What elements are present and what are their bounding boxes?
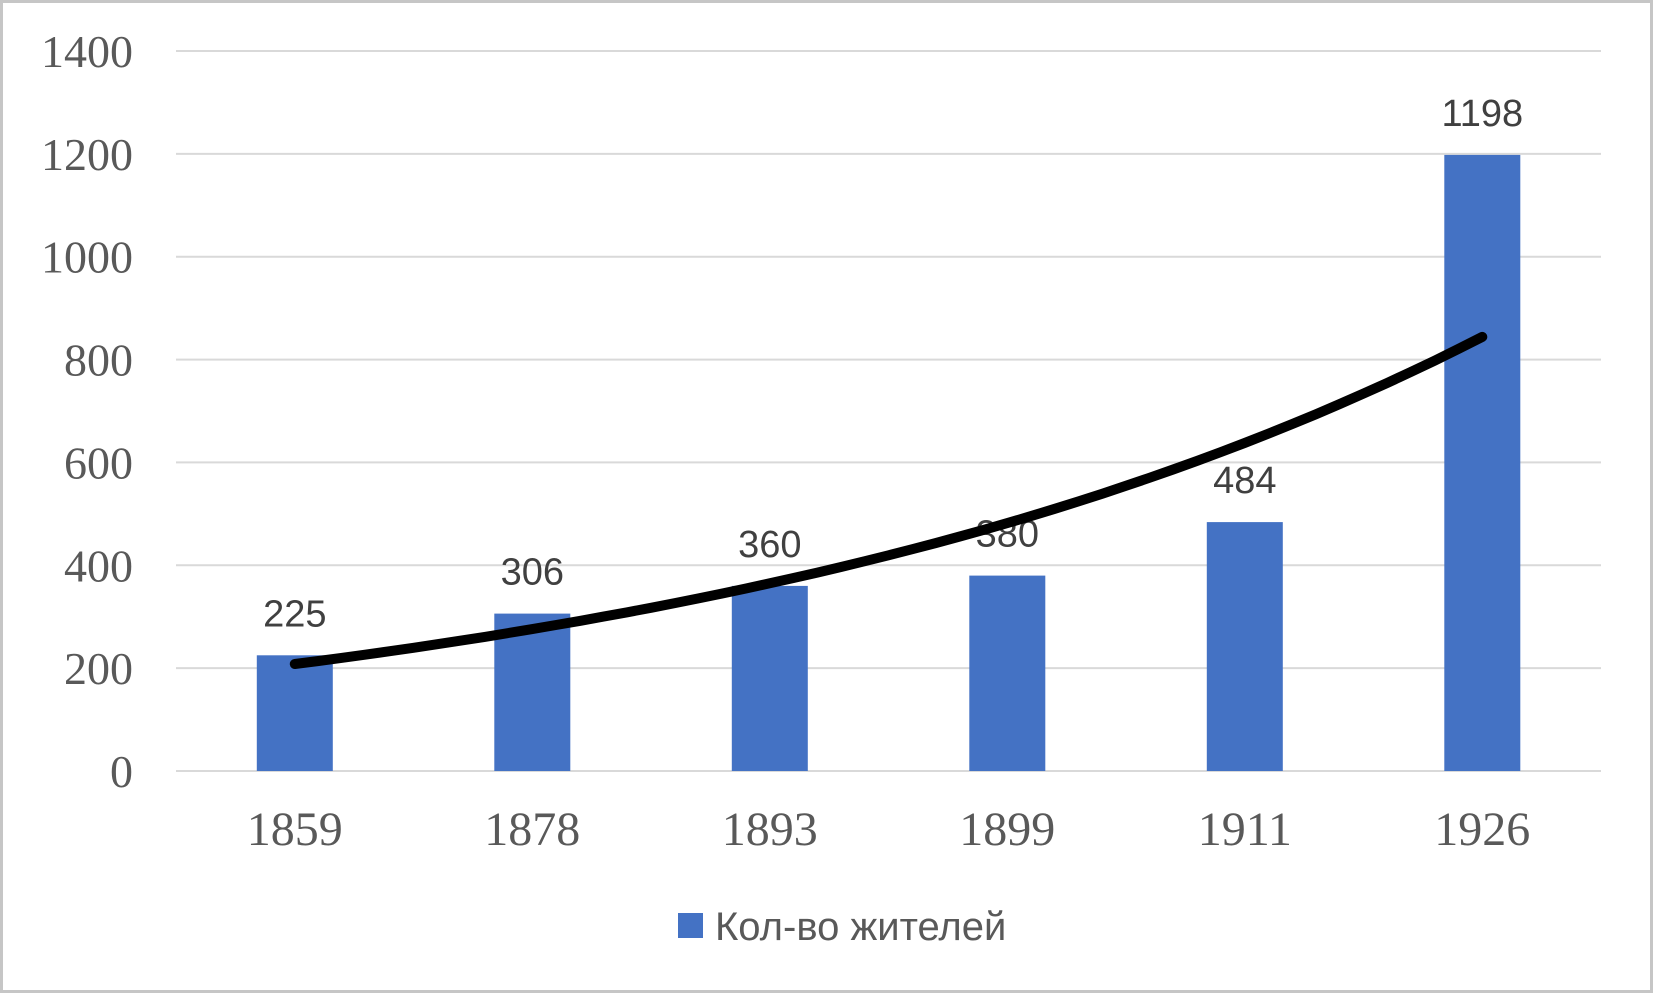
bar-1911 bbox=[1206, 522, 1283, 771]
bar-1926 bbox=[1444, 154, 1521, 771]
x-axis-category-label: 1926 bbox=[1434, 803, 1530, 856]
bar-1878 bbox=[494, 613, 571, 771]
trendline-curve bbox=[289, 331, 1488, 669]
bar-1899 bbox=[969, 575, 1046, 771]
x-axis-category-label: 1911 bbox=[1198, 803, 1292, 856]
y-axis-tick-label: 800 bbox=[64, 335, 133, 386]
x-axis-category-label: 1878 bbox=[484, 803, 580, 856]
y-axis-tick-label: 600 bbox=[64, 437, 133, 488]
legend-swatch bbox=[678, 913, 703, 938]
y-axis-tick-label: 400 bbox=[64, 540, 133, 591]
x-axis-category-label: 1893 bbox=[722, 803, 818, 856]
y-axis-tick-label: 0 bbox=[110, 746, 133, 797]
bar-value-label: 360 bbox=[738, 524, 801, 566]
bar-1859 bbox=[256, 655, 333, 771]
legend-label: Кол-во жителей bbox=[715, 905, 1006, 949]
bar-value-label: 306 bbox=[501, 552, 564, 594]
y-axis-tick-label: 1200 bbox=[41, 129, 133, 180]
y-axis-tick-label: 200 bbox=[64, 643, 133, 694]
bar-value-label: 484 bbox=[1213, 460, 1276, 502]
y-axis-tick-label: 1400 bbox=[41, 26, 133, 77]
x-axis-category-label: 1859 bbox=[247, 803, 343, 856]
x-axis-category-label: 1899 bbox=[959, 803, 1055, 856]
bar-value-label: 225 bbox=[263, 593, 326, 635]
y-axis-tick-label: 1000 bbox=[41, 232, 133, 283]
bar-value-label: 1198 bbox=[1441, 93, 1523, 135]
bar-1893 bbox=[731, 585, 808, 771]
